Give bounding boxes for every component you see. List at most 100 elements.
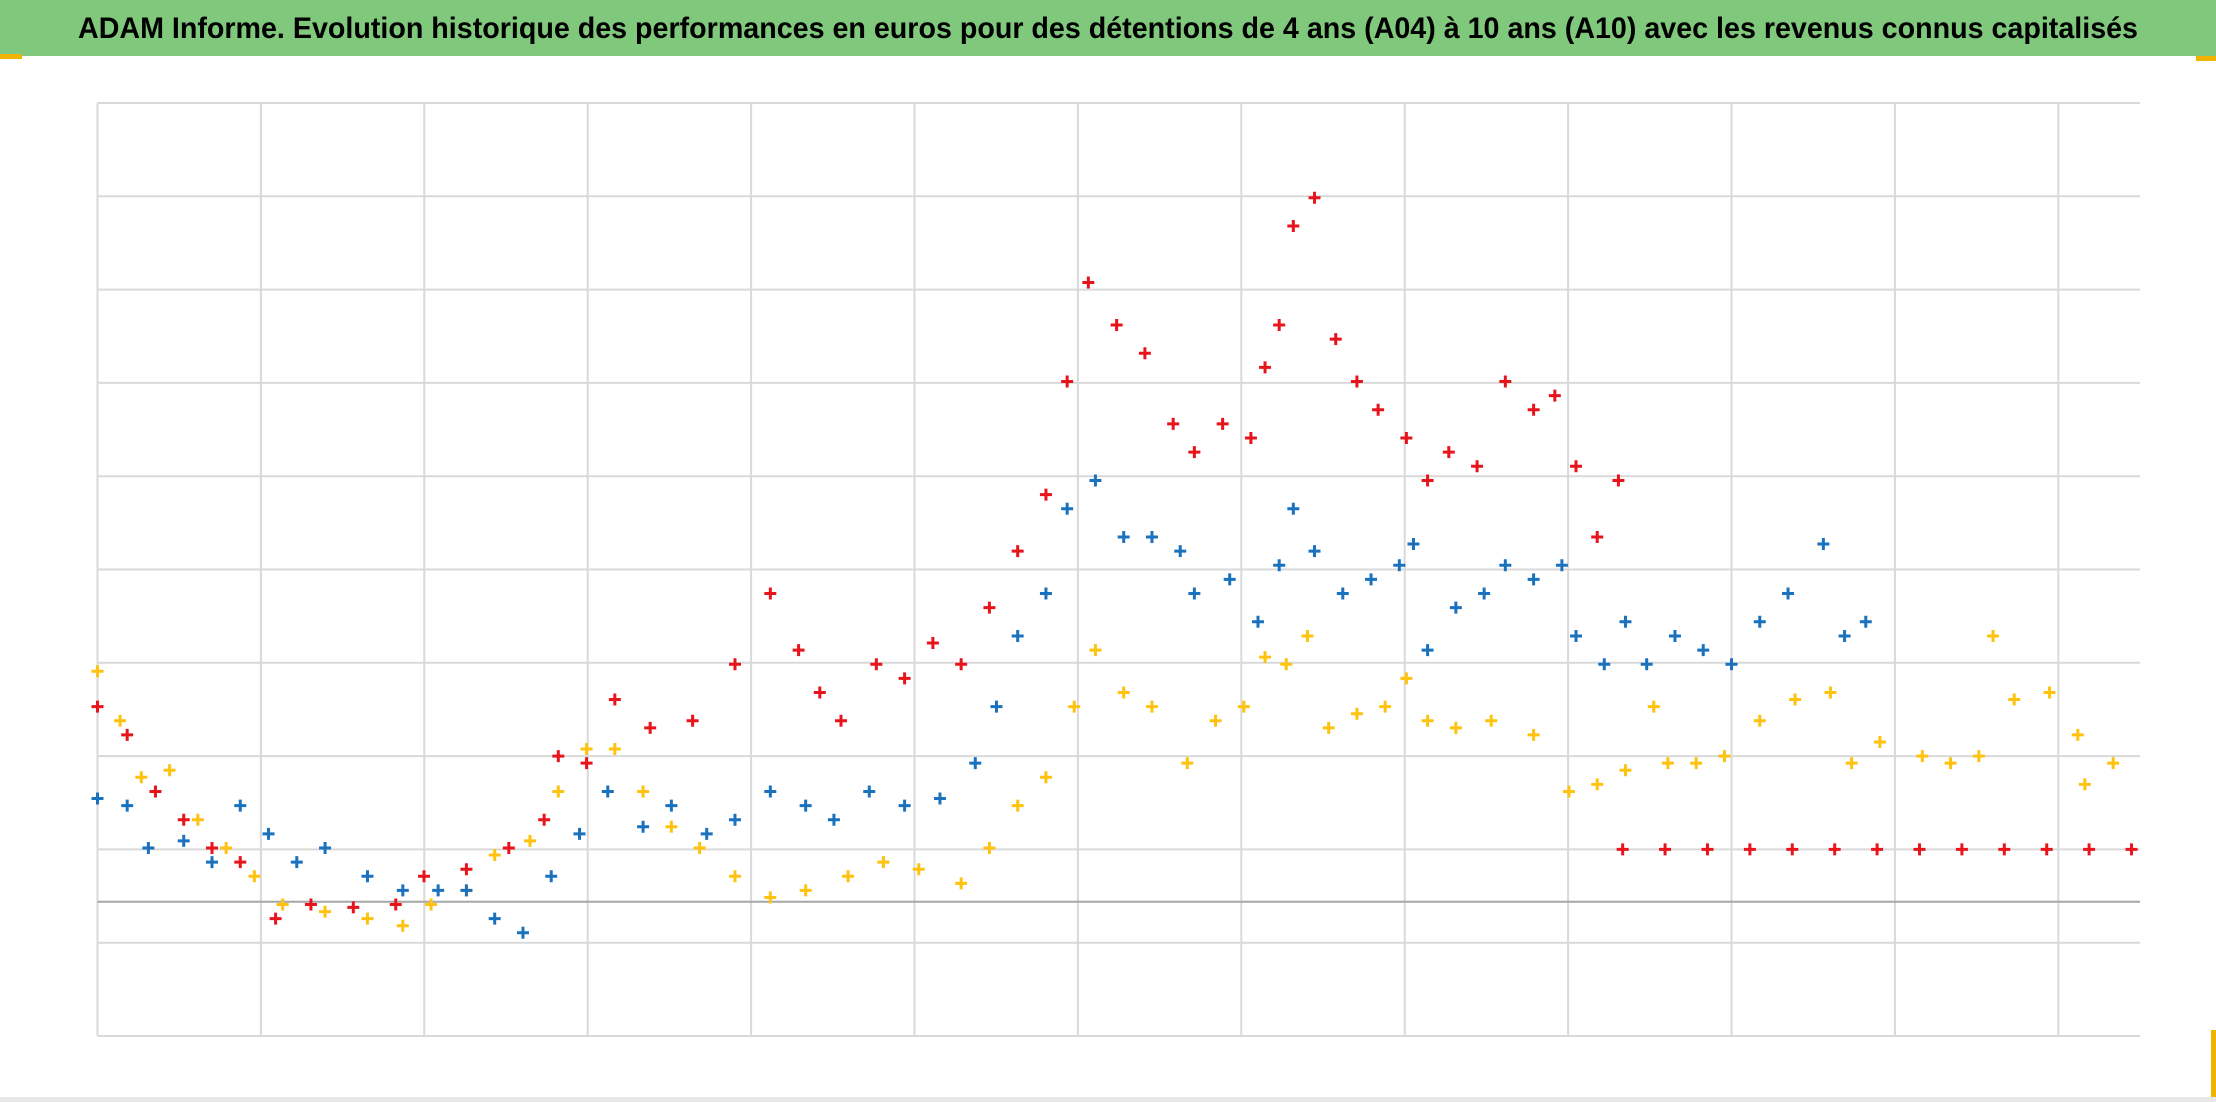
point — [191, 813, 204, 826]
point — [1743, 843, 1756, 856]
point — [304, 898, 317, 911]
point — [538, 813, 551, 826]
point — [1209, 714, 1222, 727]
point — [813, 686, 826, 699]
point — [1188, 587, 1201, 600]
point — [926, 637, 939, 650]
point — [205, 841, 218, 854]
point — [1287, 502, 1300, 515]
point — [91, 792, 104, 805]
point — [1619, 615, 1632, 628]
point — [1859, 615, 1872, 628]
point — [121, 799, 134, 812]
point — [1955, 843, 1968, 856]
point — [1591, 530, 1604, 543]
point — [1301, 629, 1314, 642]
point — [1789, 693, 1802, 706]
point — [1640, 658, 1653, 671]
point — [2040, 843, 2053, 856]
point — [764, 785, 777, 798]
point — [396, 884, 409, 897]
point — [1400, 672, 1413, 685]
point — [418, 870, 431, 883]
point — [1287, 219, 1300, 232]
point — [983, 841, 996, 854]
point — [262, 827, 275, 840]
point — [1527, 728, 1540, 741]
point — [601, 785, 614, 798]
point — [573, 827, 586, 840]
point — [1061, 375, 1074, 388]
point — [792, 644, 805, 657]
point — [898, 672, 911, 685]
point — [1471, 460, 1484, 473]
point — [1188, 446, 1201, 459]
point — [728, 813, 741, 826]
point — [1659, 843, 1672, 856]
point — [552, 785, 565, 798]
point — [1499, 375, 1512, 388]
point — [276, 898, 289, 911]
point — [580, 757, 593, 770]
point — [1661, 757, 1674, 770]
point — [1167, 417, 1180, 430]
point — [1280, 658, 1293, 671]
point — [1817, 538, 1830, 551]
point — [1701, 843, 1714, 856]
point — [545, 870, 558, 883]
point — [1998, 843, 2011, 856]
point — [933, 792, 946, 805]
point — [955, 658, 968, 671]
corner-mark — [0, 54, 22, 59]
point — [552, 750, 565, 763]
point — [1216, 417, 1229, 430]
point — [135, 771, 148, 784]
point — [1562, 785, 1575, 798]
point — [2071, 728, 2084, 741]
point — [870, 658, 883, 671]
point — [728, 658, 741, 671]
point — [248, 870, 261, 883]
corner-mark — [2211, 1030, 2216, 1102]
point — [1838, 629, 1851, 642]
point — [2107, 757, 2120, 770]
point — [319, 841, 332, 854]
grid — [96, 102, 2140, 1037]
point — [2125, 843, 2138, 856]
point — [1845, 757, 1858, 770]
point — [2008, 693, 2021, 706]
point — [290, 856, 303, 869]
point — [2043, 686, 2056, 699]
point — [1393, 559, 1406, 572]
point — [524, 834, 537, 847]
point — [1824, 686, 1837, 699]
point — [1591, 778, 1604, 791]
point — [1089, 474, 1102, 487]
point — [1527, 403, 1540, 416]
point — [1612, 474, 1625, 487]
point — [460, 863, 473, 876]
point — [205, 856, 218, 869]
point — [149, 785, 162, 798]
point — [1251, 615, 1264, 628]
point — [1647, 700, 1660, 713]
point — [827, 813, 840, 826]
point — [1244, 432, 1257, 445]
point — [361, 870, 374, 883]
point — [114, 714, 127, 727]
point — [396, 919, 409, 932]
point — [220, 841, 233, 854]
point — [1555, 559, 1568, 572]
point — [1259, 361, 1272, 374]
point — [1379, 700, 1392, 713]
point — [1421, 474, 1434, 487]
point — [347, 901, 360, 914]
point — [1786, 843, 1799, 856]
point — [764, 587, 777, 600]
point — [799, 884, 812, 897]
point — [502, 841, 515, 854]
point — [1449, 601, 1462, 614]
point — [389, 898, 402, 911]
title-bar — [0, 0, 2216, 56]
point — [1336, 587, 1349, 600]
